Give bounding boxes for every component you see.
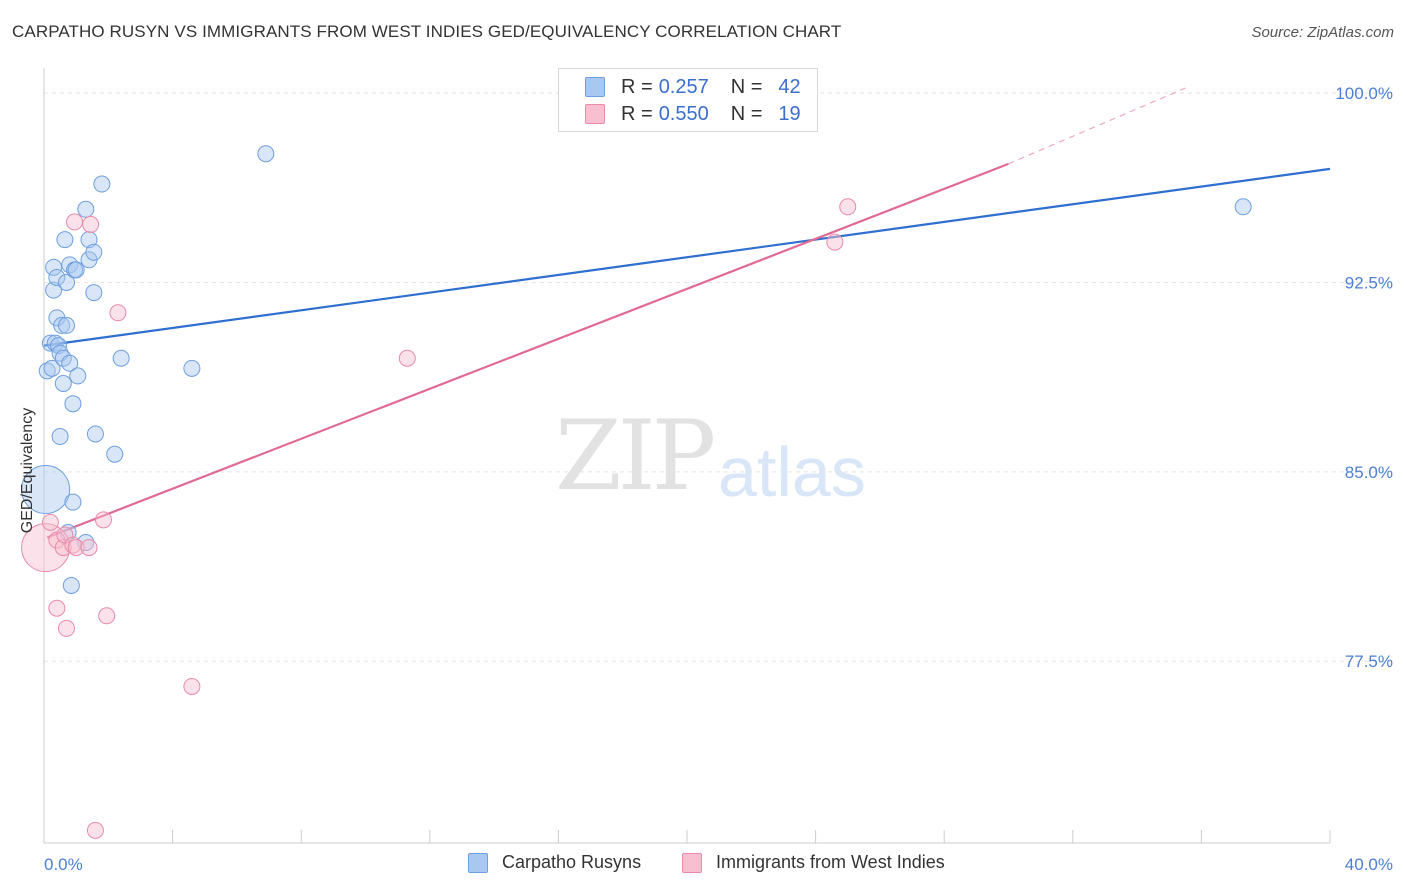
point-carpatho-rusyn [48, 268, 66, 286]
point-carpatho-rusyn [64, 493, 82, 511]
source-label: Source: ZipAtlas.com [1251, 24, 1394, 41]
point-carpatho-rusyn [53, 316, 71, 334]
legend-swatch-blue [585, 77, 605, 97]
chart-title: CARPATHO RUSYN VS IMMIGRANTS FROM WEST I… [12, 22, 842, 41]
point-carpatho-rusyn [257, 145, 275, 163]
x-tick-label: 40.0% [1345, 855, 1393, 874]
point-carpatho-rusyn [93, 175, 111, 193]
point-west-indies [826, 233, 844, 251]
point-carpatho-rusyn [21, 465, 71, 515]
point-west-indies [48, 599, 66, 617]
series-legend-label: Immigrants from West Indies [716, 852, 945, 872]
point-carpatho-rusyn [64, 395, 82, 413]
point-carpatho-rusyn [77, 534, 95, 552]
point-west-indies [41, 513, 59, 531]
legend-n-value: 42 [778, 75, 801, 98]
y-axis-title: GED/Equivalency [19, 408, 36, 533]
point-carpatho-rusyn [58, 274, 76, 292]
point-carpatho-rusyn [106, 445, 124, 463]
point-west-indies [82, 215, 100, 233]
point-carpatho-rusyn [61, 354, 79, 372]
point-carpatho-rusyn [43, 359, 61, 377]
trend-lines [43, 87, 1331, 539]
correlation-legend: R = 0.257 N = 42 R = 0.550 N = 19 [558, 68, 818, 132]
point-carpatho-rusyn [45, 281, 63, 299]
axis-labels: 77.5% 85.0% 92.5% 100.0% 0.0% 40.0% GED/Equiva… [19, 84, 1393, 874]
point-west-indies [58, 619, 76, 637]
series-legend-west-indies[interactable]: Immigrants from West Indies [682, 852, 945, 873]
legend-n-label: N = [730, 102, 763, 125]
grid-lines [44, 92, 1395, 662]
point-carpatho-rusyn [77, 200, 95, 218]
series-legend-label: Carpatho Rusyns [502, 852, 642, 872]
series-swatch-blue [468, 852, 488, 873]
point-west-indies [54, 539, 72, 557]
point-carpatho-rusyn [54, 374, 72, 392]
point-carpatho-rusyn [183, 359, 201, 377]
series-legend: Carpatho Rusyns Immigrants from West Ind… [0, 852, 1406, 876]
axes [43, 68, 1331, 844]
legend-n-value: 19 [778, 102, 801, 125]
watermark-zip: ZIP [555, 400, 716, 512]
point-carpatho-rusyn [86, 425, 104, 443]
point-west-indies [80, 539, 98, 557]
point-west-indies [86, 821, 104, 839]
y-tick-label: 77.5% [1345, 652, 1393, 671]
legend-row-rusyns: R = 0.257 N = 42 [585, 75, 801, 99]
point-west-indies [839, 198, 857, 216]
point-west-indies [183, 677, 201, 695]
point-carpatho-rusyn [46, 334, 64, 352]
point-carpatho-rusyn [58, 316, 76, 334]
point-carpatho-rusyn [69, 367, 87, 385]
point-carpatho-rusyn [85, 284, 103, 302]
point-carpatho-rusyn [112, 349, 130, 367]
y-tick-label: 85.0% [1345, 463, 1393, 482]
legend-row-west-indies: R = 0.550 N = 19 [585, 102, 801, 126]
legend-r-label: R = [621, 102, 653, 125]
point-west-indies [398, 349, 416, 367]
point-carpatho-rusyn [67, 261, 85, 279]
trend-line [43, 167, 1331, 347]
y-tick-label: 100.0% [1335, 84, 1393, 103]
point-carpatho-rusyn [80, 231, 98, 249]
legend-r-label: R = [621, 75, 653, 98]
legend-r-value: 0.550 [658, 102, 709, 125]
trend-line-extension [1008, 87, 1186, 165]
point-west-indies [21, 523, 71, 573]
point-carpatho-rusyn [51, 428, 69, 446]
point-west-indies [66, 213, 84, 231]
legend-n-label: N = [730, 75, 763, 98]
point-west-indies [67, 539, 85, 557]
point-carpatho-rusyn [85, 243, 103, 261]
point-west-indies [109, 304, 127, 322]
point-carpatho-rusyn [1234, 198, 1252, 216]
point-carpatho-rusyn [38, 362, 56, 380]
trend-line [46, 162, 1009, 539]
point-carpatho-rusyn [56, 231, 74, 249]
legend-swatch-pink [585, 104, 605, 124]
x-tick-label: 0.0% [44, 855, 83, 874]
series-swatch-pink [682, 852, 702, 873]
y-tick-label: 92.5% [1345, 274, 1393, 293]
point-west-indies [98, 607, 116, 625]
point-west-indies [94, 511, 112, 529]
point-carpatho-rusyn [62, 576, 80, 594]
series-legend-rusyns[interactable]: Carpatho Rusyns [468, 852, 641, 873]
data-points [21, 145, 1252, 839]
legend-r-value: 0.257 [658, 75, 709, 98]
